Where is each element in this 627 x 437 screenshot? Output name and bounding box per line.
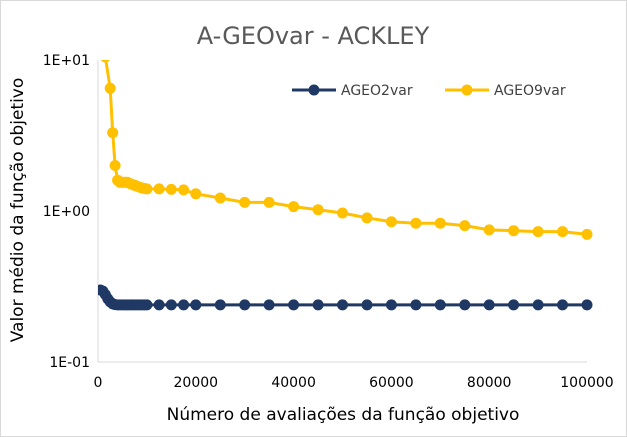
series-layer [98, 60, 593, 311]
data-point-ageo2var [459, 299, 471, 311]
x-tick-label: 40000 [271, 375, 316, 391]
data-point-ageo9var [459, 220, 471, 232]
chart-title: A-GEOvar - ACKLEY [197, 22, 430, 50]
data-point-ageo9var [178, 184, 190, 196]
legend-item-ageo2var: AGEO2var [292, 83, 413, 99]
data-point-ageo9var [153, 183, 165, 195]
data-point-ageo2var [337, 299, 348, 311]
x-tick-label: 100000 [560, 375, 613, 391]
data-point-ageo9var [483, 224, 495, 236]
data-point-ageo2var [239, 299, 251, 311]
legend-label-ageo2var: AGEO2var [341, 83, 413, 99]
data-point-ageo2var [557, 299, 568, 311]
data-point-ageo9var [557, 226, 568, 238]
data-point-ageo2var [410, 299, 422, 311]
data-point-ageo9var [214, 192, 226, 204]
data-point-ageo2var [312, 299, 324, 311]
data-point-ageo9var [288, 201, 300, 213]
data-point-ageo9var [532, 226, 544, 238]
data-point-ageo2var [434, 299, 446, 311]
data-point-ageo2var [178, 299, 190, 311]
x-tick-label: 60000 [369, 375, 414, 391]
x-tick-label: 0 [94, 375, 103, 391]
data-point-ageo9var [239, 196, 251, 208]
data-point-ageo9var [263, 196, 275, 208]
data-point-ageo2var [385, 299, 397, 311]
data-point-ageo2var [508, 299, 520, 311]
y-axis-title: Valor médio da função objetivo [8, 78, 28, 343]
data-point-ageo2var [165, 299, 177, 311]
data-point-ageo9var [508, 225, 520, 237]
data-point-ageo9var [581, 228, 593, 240]
x-tick-label: 80000 [467, 375, 512, 391]
data-point-ageo9var [165, 183, 177, 195]
legend-marker-ageo9var [461, 84, 473, 96]
x-axis-title: Número de avaliações da função objetivo [167, 405, 520, 425]
legend: AGEO2var AGEO9var [292, 83, 566, 99]
data-point-ageo2var [214, 299, 226, 311]
x-tick-label: 20000 [174, 375, 219, 391]
data-point-ageo2var [190, 299, 202, 311]
data-point-ageo9var [385, 216, 397, 228]
data-point-ageo9var [104, 82, 116, 94]
y-tick-label: 1E+01 [43, 53, 90, 69]
y-tick-label: 1E-01 [49, 355, 90, 371]
data-point-ageo9var [410, 217, 422, 229]
x-tick-labels: 0 20000 40000 60000 80000 100000 [94, 375, 614, 391]
data-point-ageo2var [483, 299, 495, 311]
legend-label-ageo9var: AGEO9var [494, 83, 566, 99]
data-point-ageo9var [434, 217, 446, 229]
data-point-ageo9var [337, 207, 348, 219]
data-point-ageo9var [312, 204, 324, 216]
data-point-ageo9var [109, 160, 121, 171]
data-point-ageo2var [141, 299, 153, 311]
data-point-ageo9var [361, 212, 373, 224]
y-tick-labels: 1E-01 1E+00 1E+01 [43, 53, 90, 371]
data-point-ageo2var [263, 299, 275, 311]
data-point-ageo9var [107, 127, 119, 139]
y-tick-label: 1E+00 [43, 204, 90, 220]
data-point-ageo2var [288, 299, 300, 311]
data-point-ageo9var [141, 183, 153, 195]
data-point-ageo9var [190, 188, 202, 200]
data-point-ageo2var [581, 299, 593, 311]
legend-marker-ageo2var [308, 84, 320, 96]
legend-item-ageo9var: AGEO9var [445, 83, 566, 99]
data-point-ageo9var [100, 60, 110, 63]
data-point-ageo2var [361, 299, 373, 311]
data-point-ageo2var [153, 299, 165, 311]
data-point-ageo2var [532, 299, 544, 311]
